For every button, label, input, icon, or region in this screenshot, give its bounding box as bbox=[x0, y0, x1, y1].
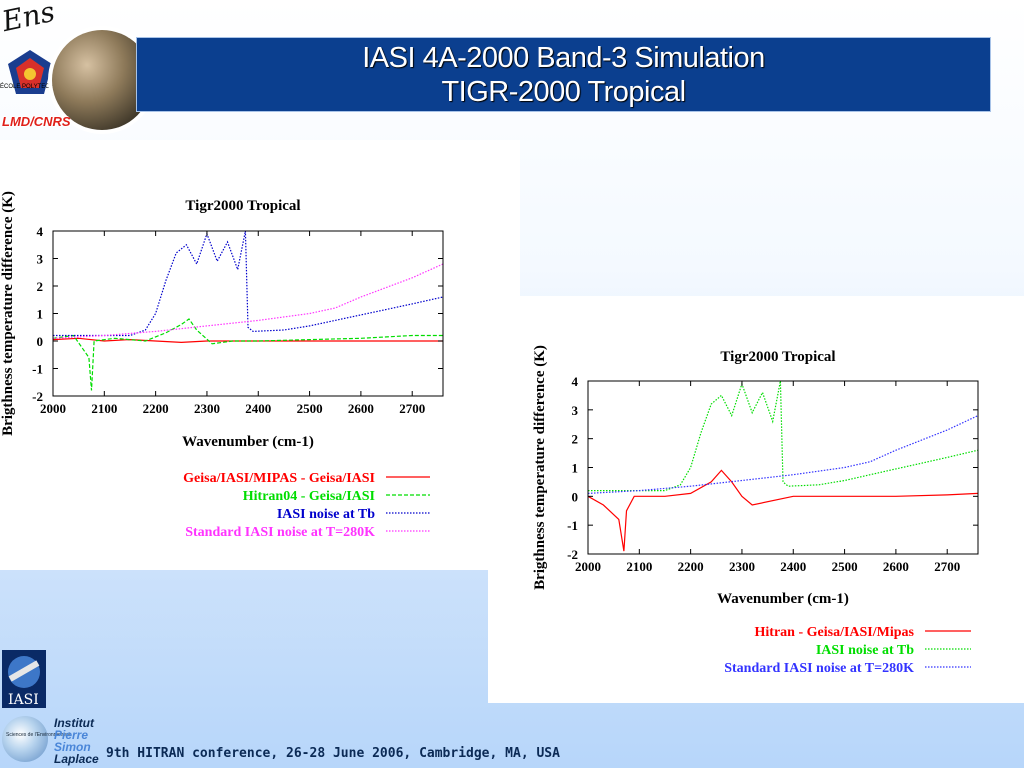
x-axis-label: Wavenumber (cm-1) bbox=[182, 434, 314, 450]
ipsl-line3: Simon bbox=[54, 740, 91, 754]
x-tick-label: 2300 bbox=[194, 401, 220, 416]
chart-title: Tigr2000 Tropical bbox=[720, 349, 835, 365]
y-tick-label: -1 bbox=[567, 518, 578, 533]
x-tick-label: 2000 bbox=[40, 401, 66, 416]
y-tick-label: 0 bbox=[572, 489, 579, 504]
legend-label: IASI noise at Tb bbox=[816, 643, 914, 658]
slide-title-bar: IASI 4A-2000 Band-3 Simulation TIGR-2000… bbox=[136, 37, 991, 112]
y-tick-label: 2 bbox=[572, 432, 579, 447]
y-tick-label: 0 bbox=[37, 334, 44, 349]
y-tick-label: 3 bbox=[572, 403, 579, 418]
ipsl-logo bbox=[2, 716, 48, 762]
ipsl-line2: Pierre bbox=[54, 728, 89, 742]
right-chart: Tigr2000 Tropical 2000 2100 2200 2300 2400 250… bbox=[532, 345, 979, 676]
x-tick-label: 2100 bbox=[626, 559, 652, 574]
x-tick-label: 2600 bbox=[883, 559, 909, 574]
legend-label: Hitran04 - Geisa/IASI bbox=[243, 489, 375, 504]
right-chart-panel: Tigr2000 Tropical 2000 2100 2200 2300 2400 250… bbox=[488, 296, 1024, 703]
ipsl-label: Institut Pierre Simon Laplace bbox=[54, 717, 99, 765]
x-tick-label: 2600 bbox=[348, 401, 374, 416]
slide-title-line1: IASI 4A-2000 Band-3 Simulation bbox=[362, 41, 765, 74]
y-tick-label: 4 bbox=[37, 224, 44, 239]
y-tick-label: -2 bbox=[567, 547, 578, 562]
plot-frame bbox=[52, 230, 444, 397]
y-tick-label: 4 bbox=[572, 374, 579, 389]
x-tick-label: 2700 bbox=[934, 559, 960, 574]
x-tick-label: 2500 bbox=[832, 559, 858, 574]
ipsl-line1: Institut bbox=[54, 716, 94, 730]
legend-label: Hitran - Geisa/IASI/Mipas bbox=[755, 625, 915, 640]
chart-title: Tigr2000 Tropical bbox=[185, 198, 300, 214]
x-tick-label: 2000 bbox=[575, 559, 601, 574]
left-chart-panel: Tigr2000 Tropical 2000 2100 2200 2300 2400 250… bbox=[0, 140, 520, 570]
polytechnique-logo bbox=[8, 50, 52, 94]
x-tick-label: 2700 bbox=[399, 401, 425, 416]
series-line-0 bbox=[53, 337, 443, 344]
lmd-logo: LMD/CNRS bbox=[2, 114, 71, 129]
y-tick-label: -1 bbox=[32, 362, 43, 377]
ens-logo: Ens bbox=[0, 0, 58, 39]
x-tick-label: 2100 bbox=[91, 401, 117, 416]
y-tick-label: 1 bbox=[572, 461, 579, 476]
x-tick-label: 2300 bbox=[729, 559, 755, 574]
y-axis-label: Brigthness temperature difference (K) bbox=[0, 191, 16, 436]
polytechnique-label: ÉCOLE POLYTECHNIQUE bbox=[0, 84, 73, 90]
ipsl-line4: Laplace bbox=[54, 752, 99, 766]
series-line-3 bbox=[53, 263, 443, 339]
y-tick-label: 1 bbox=[37, 307, 44, 322]
y-tick-label: 3 bbox=[37, 252, 44, 267]
y-axis-label: Brigthness temperature difference (K) bbox=[532, 345, 548, 590]
x-axis-label: Wavenumber (cm-1) bbox=[717, 591, 849, 607]
legend-label: Geisa/IASI/MIPAS - Geisa/IASI bbox=[183, 471, 375, 486]
y-tick-label: 2 bbox=[37, 279, 44, 294]
series-line-1 bbox=[53, 318, 443, 391]
legend-label: IASI noise at Tb bbox=[277, 507, 375, 522]
ipsl-mini-label: Sciences de l'Environnement bbox=[6, 732, 71, 738]
legend-label: Standard IASI noise at T=280K bbox=[724, 661, 914, 676]
series-line-1 bbox=[588, 381, 978, 492]
plot-frame bbox=[587, 380, 979, 555]
series-line-0 bbox=[588, 469, 978, 552]
series-line-2 bbox=[53, 231, 443, 337]
x-tick-label: 2500 bbox=[297, 401, 323, 416]
slide-title-line2: TIGR-2000 Tropical bbox=[441, 75, 686, 108]
footer-conference: 9th HITRAN conference, 26-28 June 2006, … bbox=[106, 746, 560, 761]
iasi-logo bbox=[2, 650, 46, 708]
y-tick-label: -2 bbox=[32, 389, 43, 404]
x-tick-label: 2200 bbox=[143, 401, 169, 416]
x-tick-label: 2400 bbox=[245, 401, 271, 416]
left-chart: Tigr2000 Tropical 2000 2100 2200 2300 2400 250… bbox=[0, 191, 444, 540]
legend-label: Standard IASI noise at T=280K bbox=[185, 525, 375, 540]
series-line-2 bbox=[588, 415, 978, 494]
iasi-label: IASI bbox=[8, 692, 39, 708]
globe-logo bbox=[52, 30, 152, 130]
x-tick-label: 2200 bbox=[678, 559, 704, 574]
x-tick-label: 2400 bbox=[780, 559, 806, 574]
